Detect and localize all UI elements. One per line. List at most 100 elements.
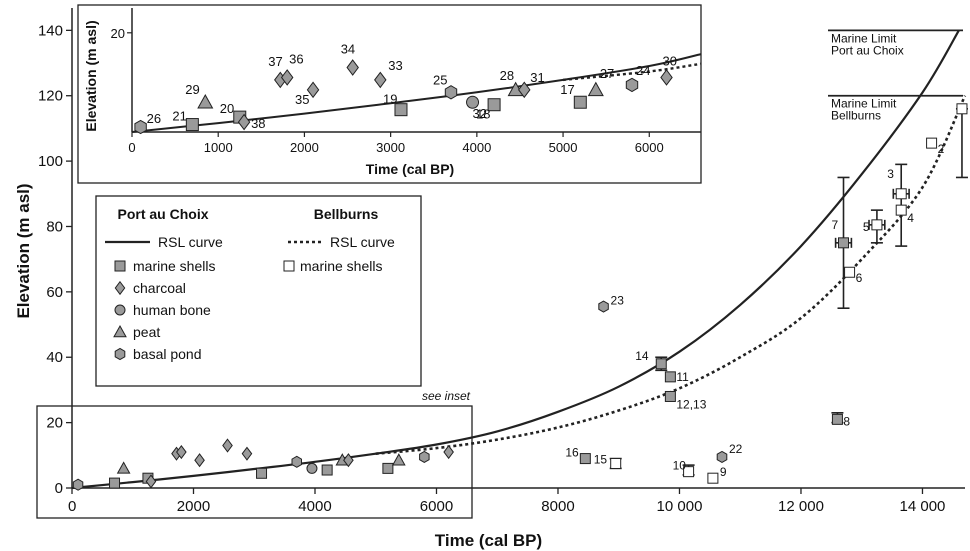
data-point-square	[664, 371, 676, 383]
data-point	[443, 444, 454, 460]
data-point-hexagon	[598, 300, 609, 313]
inset-point-label: 27	[600, 66, 614, 81]
legend-group-title: Port au Choix	[117, 206, 208, 222]
inset-x-tick-label: 6000	[635, 140, 664, 155]
data-point	[831, 413, 843, 425]
point-label: 15	[594, 452, 608, 466]
x-tick-label: 10 000	[657, 498, 703, 515]
data-point-hexagon	[419, 450, 430, 463]
inset-data-point-diamond	[306, 81, 320, 99]
legend-label: RSL curve	[330, 234, 395, 250]
inset-data-point	[185, 118, 199, 132]
data-point-square	[956, 103, 968, 115]
data-point-triangle	[116, 461, 131, 474]
data-point-square	[838, 237, 850, 249]
inset-x-tick-label: 3000	[376, 140, 405, 155]
data-point-square	[655, 358, 667, 370]
data-point	[306, 462, 318, 474]
data-point	[145, 474, 157, 489]
legend-marker	[114, 347, 126, 361]
y-tick-label: 0	[55, 480, 63, 497]
inset-data-point-diamond	[660, 69, 673, 86]
point-label: 5	[863, 220, 870, 234]
legend-label: charcoal	[133, 280, 186, 296]
data-point-hexagon	[716, 450, 728, 463]
data-point-hexagon	[291, 455, 302, 468]
inset-data-point-diamond	[237, 113, 251, 131]
main-axes: 0 2000 4000 6000 8000 10 000 12 000 14 00002040…	[14, 8, 965, 550]
point-label: 12,13	[676, 397, 706, 411]
point-label: 11	[676, 370, 689, 384]
x-tick-label: 2000	[177, 498, 210, 515]
data-point-square	[321, 464, 333, 476]
legend-label: marine shells	[300, 258, 382, 274]
inset-data-point-hexagon	[625, 77, 639, 93]
point-label: 3	[887, 167, 894, 181]
main-points: 14 11 12,13 16 23 22 7 8 15 10 9 6 5 3 4 2	[72, 103, 968, 491]
inset-point-label: 35	[295, 92, 309, 107]
data-point	[871, 219, 883, 231]
inset-data-point-hexagon	[444, 85, 458, 100]
data-point-square	[895, 188, 907, 200]
y-tick-label: 80	[46, 218, 63, 235]
data-point-square	[871, 219, 883, 231]
inset-point-label: 29	[185, 82, 199, 97]
data-point	[391, 453, 406, 466]
legend-marker-circle	[114, 304, 126, 316]
bellburns-rsl-curve	[375, 95, 967, 455]
point-label: 16	[565, 446, 579, 460]
inset-data-point-square	[573, 95, 587, 109]
inset-port-au-choix-rsl-curve	[131, 53, 702, 133]
inset-data-point-triangle	[197, 94, 214, 109]
inset-data-point	[660, 69, 673, 86]
x-tick-label: 12 000	[778, 498, 824, 515]
legend-label: RSL curve	[158, 234, 223, 250]
legend-marker	[113, 324, 127, 338]
data-point-diamond	[443, 444, 454, 460]
inset-point-label: 24	[636, 63, 650, 78]
point-label: 6	[856, 271, 863, 285]
legend-marker	[114, 260, 126, 272]
inset-data-point	[134, 119, 147, 135]
y-tick-label: 40	[46, 349, 63, 366]
point-label: 14	[635, 349, 649, 363]
inset-point-label: 17	[560, 82, 574, 97]
data-point-hexagon	[72, 478, 84, 491]
legend-marker-square	[283, 260, 295, 272]
inset-point-label: 38	[251, 116, 265, 131]
inset-point-label: 36	[289, 51, 303, 66]
inset-point-label: 37	[268, 54, 282, 69]
main-curves	[71, 29, 967, 490]
x-axis-title: Time (cal BP)	[435, 531, 542, 550]
marine-limit-label: Port au Choix	[831, 43, 904, 57]
data-point	[707, 472, 719, 484]
x-tick-label: 6000	[420, 498, 453, 515]
inset-data-point-diamond	[374, 71, 387, 89]
point-label: 9	[720, 465, 727, 479]
inset-data-point	[444, 85, 458, 100]
point-label: 7	[832, 218, 839, 232]
inset-data-point-diamond	[346, 59, 359, 76]
data-point	[241, 446, 253, 461]
data-point	[72, 478, 84, 491]
data-point-diamond	[176, 444, 187, 460]
legend-marker-square	[114, 260, 126, 272]
inset-data-point	[237, 113, 251, 131]
legend-marker	[114, 280, 126, 296]
data-point-diamond	[194, 453, 205, 468]
point-label: 8	[843, 414, 850, 428]
data-point	[844, 266, 856, 278]
inset-point-label: 31	[530, 70, 544, 85]
data-point	[194, 453, 205, 468]
y-tick-label: 120	[38, 88, 63, 105]
inset-data-point-diamond	[280, 69, 294, 86]
inset-data-point-square	[487, 98, 501, 112]
inset-x-axis-title: Time (cal BP)	[366, 161, 454, 177]
data-point-square	[895, 204, 907, 216]
inset-point-label: 20	[220, 101, 234, 116]
data-point	[598, 300, 609, 313]
legend-marker-triangle	[113, 324, 127, 338]
point-label: 4	[907, 211, 914, 225]
point-label: 22	[729, 442, 743, 456]
data-point	[664, 371, 676, 383]
